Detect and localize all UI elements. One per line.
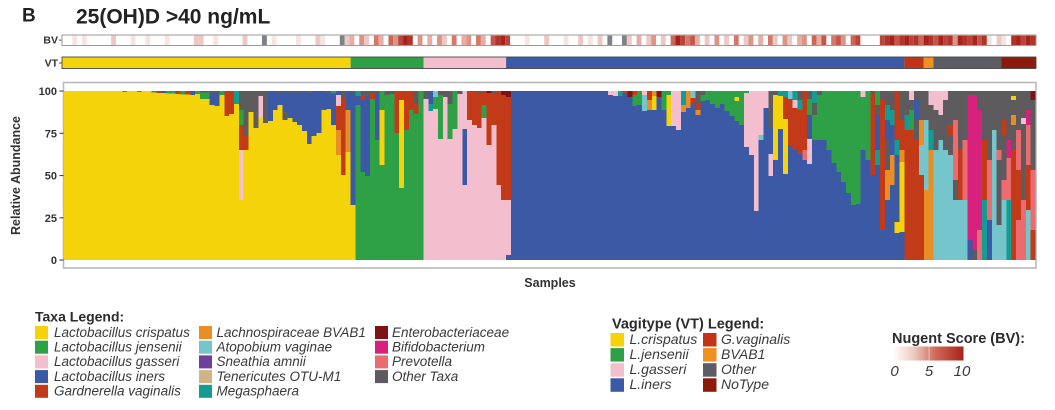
svg-text:Taxa Legend:: Taxa Legend: — [35, 309, 124, 325]
svg-text:Lactobacillus gasseri: Lactobacillus gasseri — [54, 354, 180, 369]
svg-text:Tenericutes OTU-M1: Tenericutes OTU-M1 — [217, 369, 342, 384]
svg-text:5: 5 — [925, 363, 934, 380]
svg-text:10: 10 — [954, 363, 971, 380]
svg-text:Other Taxa: Other Taxa — [392, 369, 459, 384]
svg-text:Bifidobacterium: Bifidobacterium — [392, 340, 485, 355]
svg-text:Atopobium vaginae: Atopobium vaginae — [216, 340, 333, 355]
svg-text:Nugent Score (BV):: Nugent Score (BV): — [892, 331, 1025, 347]
svg-text:Gardnerella vaginalis: Gardnerella vaginalis — [54, 384, 181, 399]
svg-text:Other: Other — [721, 361, 757, 377]
svg-text:Lactobacillus jensenii: Lactobacillus jensenii — [54, 340, 183, 355]
svg-text:25: 25 — [45, 213, 57, 225]
svg-text:BV: BV — [43, 35, 58, 47]
svg-text:Prevotella: Prevotella — [392, 354, 453, 369]
svg-text:25(OH)D >40 ng/mL: 25(OH)D >40 ng/mL — [76, 6, 270, 29]
svg-text:Lachnospiraceae BVAB1: Lachnospiraceae BVAB1 — [217, 325, 366, 340]
svg-text:0: 0 — [51, 255, 57, 267]
svg-text:BVAB1: BVAB1 — [721, 346, 765, 362]
svg-text:Megasphaera: Megasphaera — [217, 384, 300, 399]
svg-text:Lactobacillus crispatus: Lactobacillus crispatus — [54, 325, 190, 340]
svg-text:Vagitype (VT) Legend:: Vagitype (VT) Legend: — [612, 317, 764, 333]
svg-text:Samples: Samples — [524, 276, 575, 290]
svg-text:G.vaginalis: G.vaginalis — [721, 331, 790, 347]
svg-text:75: 75 — [45, 128, 57, 140]
svg-text:NoType: NoType — [721, 376, 769, 392]
svg-text:L.crispatus: L.crispatus — [630, 331, 698, 347]
svg-text:L.gasseri: L.gasseri — [630, 361, 688, 377]
svg-text:Enterobacteriaceae: Enterobacteriaceae — [392, 325, 509, 340]
svg-text:50: 50 — [45, 171, 57, 183]
svg-text:0: 0 — [890, 363, 899, 380]
svg-text:B: B — [22, 6, 36, 27]
svg-text:Relative Abundance: Relative Abundance — [9, 116, 23, 235]
svg-text:Sneathia amnii: Sneathia amnii — [217, 354, 307, 369]
svg-text:100: 100 — [39, 86, 57, 98]
svg-text:L.iners: L.iners — [630, 376, 672, 392]
svg-text:VT: VT — [45, 58, 59, 70]
svg-text:L.jensenii: L.jensenii — [630, 346, 690, 362]
svg-text:Lactobacillus iners: Lactobacillus iners — [54, 369, 165, 384]
